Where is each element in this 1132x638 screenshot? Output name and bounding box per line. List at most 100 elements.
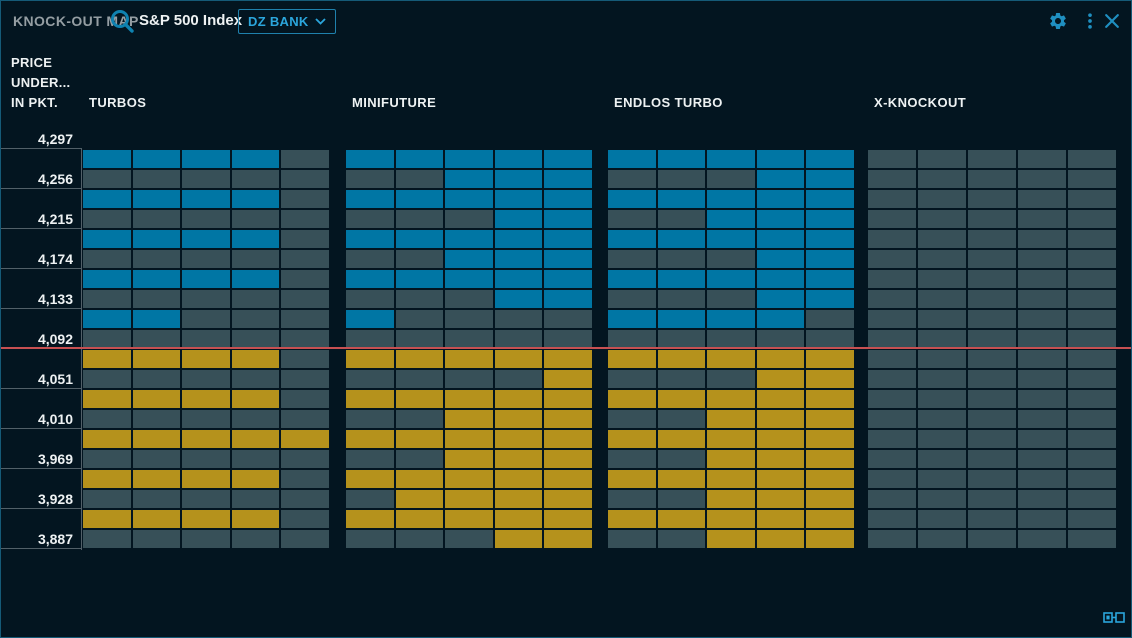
knockout-cell[interactable] xyxy=(706,189,756,209)
knockout-cell[interactable] xyxy=(444,169,494,189)
knockout-cell[interactable] xyxy=(181,429,231,449)
knockout-cell[interactable] xyxy=(82,429,132,449)
knockout-cell[interactable] xyxy=(181,189,231,209)
knockout-cell[interactable] xyxy=(706,229,756,249)
knockout-cell[interactable] xyxy=(181,229,231,249)
knockout-cell[interactable] xyxy=(755,189,806,209)
knockout-cell[interactable] xyxy=(755,349,806,369)
knockout-cell[interactable] xyxy=(543,289,593,309)
knockout-cell[interactable] xyxy=(805,149,855,169)
knockout-cell[interactable] xyxy=(394,349,445,369)
knockout-cell[interactable] xyxy=(543,189,593,209)
knockout-cell[interactable] xyxy=(493,469,544,489)
knockout-cell[interactable] xyxy=(607,229,657,249)
knockout-cell[interactable] xyxy=(543,389,593,409)
knockout-cell[interactable] xyxy=(82,149,132,169)
knockout-cell[interactable] xyxy=(444,429,494,449)
issuer-dropdown[interactable]: DZ BANK xyxy=(238,9,336,34)
knockout-cell[interactable] xyxy=(230,149,281,169)
knockout-cell[interactable] xyxy=(345,349,395,369)
knockout-cell[interactable] xyxy=(543,449,593,469)
knockout-cell[interactable] xyxy=(706,509,756,529)
knockout-cell[interactable] xyxy=(755,409,806,429)
knockout-cell[interactable] xyxy=(755,369,806,389)
knockout-cell[interactable] xyxy=(345,189,395,209)
knockout-cell[interactable] xyxy=(345,469,395,489)
knockout-cell[interactable] xyxy=(607,389,657,409)
knockout-cell[interactable] xyxy=(805,249,855,269)
knockout-cell[interactable] xyxy=(543,529,593,549)
knockout-cell[interactable] xyxy=(131,309,182,329)
knockout-cell[interactable] xyxy=(493,349,544,369)
knockout-cell[interactable] xyxy=(755,389,806,409)
knockout-cell[interactable] xyxy=(394,389,445,409)
knockout-cell[interactable] xyxy=(493,489,544,509)
knockout-cell[interactable] xyxy=(230,229,281,249)
knockout-cell[interactable] xyxy=(755,229,806,249)
knockout-cell[interactable] xyxy=(493,209,544,229)
knockout-cell[interactable] xyxy=(755,489,806,509)
knockout-cell[interactable] xyxy=(755,529,806,549)
knockout-cell[interactable] xyxy=(706,269,756,289)
knockout-cell[interactable] xyxy=(493,509,544,529)
knockout-cell[interactable] xyxy=(805,509,855,529)
knockout-cell[interactable] xyxy=(805,169,855,189)
knockout-cell[interactable] xyxy=(805,209,855,229)
knockout-cell[interactable] xyxy=(444,249,494,269)
knockout-cell[interactable] xyxy=(394,469,445,489)
knockout-cell[interactable] xyxy=(656,509,707,529)
knockout-cell[interactable] xyxy=(230,349,281,369)
knockout-cell[interactable] xyxy=(394,189,445,209)
knockout-cell[interactable] xyxy=(607,269,657,289)
knockout-cell[interactable] xyxy=(543,249,593,269)
knockout-cell[interactable] xyxy=(706,469,756,489)
knockout-cell[interactable] xyxy=(181,389,231,409)
knockout-cell[interactable] xyxy=(394,229,445,249)
knockout-cell[interactable] xyxy=(181,349,231,369)
knockout-cell[interactable] xyxy=(656,349,707,369)
knockout-cell[interactable] xyxy=(181,269,231,289)
knockout-cell[interactable] xyxy=(607,429,657,449)
knockout-cell[interactable] xyxy=(755,289,806,309)
knockout-cell[interactable] xyxy=(493,249,544,269)
knockout-cell[interactable] xyxy=(543,409,593,429)
knockout-cell[interactable] xyxy=(755,449,806,469)
knockout-cell[interactable] xyxy=(706,489,756,509)
knockout-cell[interactable] xyxy=(755,209,806,229)
knockout-cell[interactable] xyxy=(131,469,182,489)
knockout-cell[interactable] xyxy=(181,469,231,489)
knockout-cell[interactable] xyxy=(444,229,494,249)
knockout-cell[interactable] xyxy=(345,429,395,449)
gear-icon[interactable] xyxy=(1048,11,1068,31)
knockout-cell[interactable] xyxy=(656,389,707,409)
knockout-cell[interactable] xyxy=(82,189,132,209)
knockout-cell[interactable] xyxy=(230,189,281,209)
knockout-cell[interactable] xyxy=(755,509,806,529)
knockout-cell[interactable] xyxy=(543,509,593,529)
knockout-cell[interactable] xyxy=(131,269,182,289)
knockout-cell[interactable] xyxy=(543,149,593,169)
knockout-cell[interactable] xyxy=(493,409,544,429)
knockout-cell[interactable] xyxy=(230,269,281,289)
search-icon[interactable] xyxy=(108,7,136,35)
knockout-cell[interactable] xyxy=(755,249,806,269)
knockout-cell[interactable] xyxy=(230,469,281,489)
knockout-cell[interactable] xyxy=(656,269,707,289)
knockout-cell[interactable] xyxy=(805,289,855,309)
knockout-cell[interactable] xyxy=(493,169,544,189)
knockout-cell[interactable] xyxy=(493,289,544,309)
knockout-cell[interactable] xyxy=(131,429,182,449)
knockout-cell[interactable] xyxy=(493,529,544,549)
knockout-cell[interactable] xyxy=(543,469,593,489)
knockout-cell[interactable] xyxy=(230,429,281,449)
knockout-cell[interactable] xyxy=(131,229,182,249)
knockout-cell[interactable] xyxy=(706,349,756,369)
knockout-cell[interactable] xyxy=(706,429,756,449)
knockout-cell[interactable] xyxy=(345,229,395,249)
knockout-cell[interactable] xyxy=(181,149,231,169)
knockout-cell[interactable] xyxy=(706,149,756,169)
knockout-cell[interactable] xyxy=(181,509,231,529)
knockout-cell[interactable] xyxy=(394,429,445,449)
knockout-cell[interactable] xyxy=(444,449,494,469)
knockout-cell[interactable] xyxy=(493,429,544,449)
